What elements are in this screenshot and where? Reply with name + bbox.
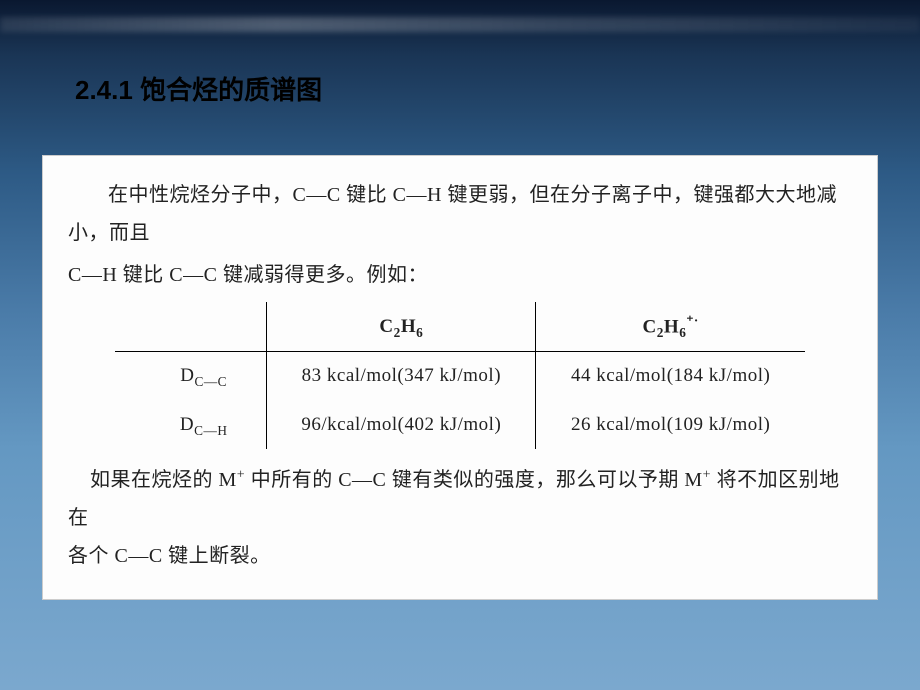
cell-ch-neutral: 96/kcal/mol(402 kJ/mol) [267, 401, 536, 449]
scanned-textbook-panel: 在中性烷烃分子中，C—C 键比 C—H 键更弱，但在分子离子中，键强都大大地减小… [42, 155, 878, 600]
cell-ch-ion: 26 kcal/mol(109 kJ/mol) [536, 401, 805, 449]
cell-cc-neutral: 83 kcal/mol(347 kJ/mol) [267, 352, 536, 401]
section-heading: 2.4.1 饱合烃的质谱图 [75, 70, 322, 107]
paragraph-3: 如果在烷烃的 M+ 中所有的 C—C 键有类似的强度，那么可以予期 M+ 将不加… [68, 461, 852, 537]
row-label-ch: DC—H [115, 401, 267, 449]
section-title-text: 饱合烃的质谱图 [140, 75, 322, 105]
paragraph-2: C—H 键比 C—C 键减弱得更多。例如： [68, 256, 852, 294]
table-row: DC—C 83 kcal/mol(347 kJ/mol) 44 kcal/mol… [115, 352, 805, 401]
table-header-neutral: C2H6 [267, 302, 536, 352]
table-header-row: C2H6 C2H6⁺· [115, 302, 805, 352]
cell-cc-ion: 44 kcal/mol(184 kJ/mol) [536, 352, 805, 401]
paragraph-4: 各个 C—C 键上断裂。 [68, 537, 852, 575]
row-label-cc: DC—C [115, 352, 267, 401]
bond-energy-table: C2H6 C2H6⁺· DC—C 83 kcal/mol(347 kJ/mol)… [115, 302, 805, 449]
section-number: 2.4.1 [75, 75, 133, 105]
table-row: DC—H 96/kcal/mol(402 kJ/mol) 26 kcal/mol… [115, 401, 805, 449]
decorative-cloud [0, 17, 920, 32]
table-header-ion: C2H6⁺· [536, 302, 805, 352]
table-header-blank [115, 302, 267, 352]
paragraph-1: 在中性烷烃分子中，C—C 键比 C—H 键更弱，但在分子离子中，键强都大大地减小… [68, 176, 852, 252]
